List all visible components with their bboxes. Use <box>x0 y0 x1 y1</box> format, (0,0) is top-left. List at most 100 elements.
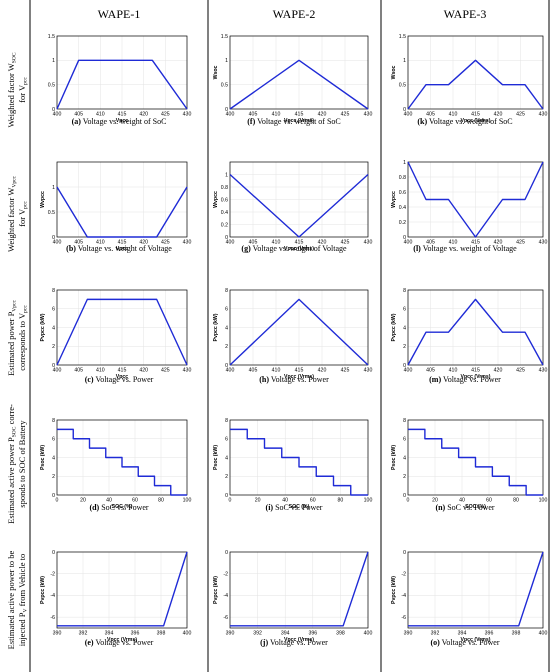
axes-box <box>407 35 544 110</box>
row-label-part: Estimated power P <box>6 311 16 375</box>
caption-text: SoC vs. Power <box>99 503 149 512</box>
chart-panel-h: 400 405 410 415 420 425 430 0 2 4 6 8 Vpcc (Vrms) Pvp… <box>213 288 372 384</box>
y-tick-label: 0 <box>225 493 228 499</box>
row-label-part: sponds to SOC of Battery <box>17 420 27 508</box>
y-tick-label: 0.4 <box>221 210 228 216</box>
y-tick-label: 1 <box>52 58 55 64</box>
y-tick-label: 0 <box>403 235 406 241</box>
caption-text: Voltage vs. weight of SoC <box>427 117 512 126</box>
axes-box <box>229 35 369 110</box>
x-tick-label: 415 <box>471 240 480 246</box>
y-tick-label: 6 <box>52 437 55 443</box>
row-label-part: for V <box>17 208 27 227</box>
caption-letter: (e) <box>85 638 94 647</box>
x-tick-label: 80 <box>158 498 164 504</box>
y-tick-label: 4 <box>225 325 228 331</box>
caption-text: Voltage vs. weight of Voltage <box>251 244 347 253</box>
y-axis-label: Psoc (kW) <box>391 445 397 470</box>
caption-h: (h) Voltage vs. Power <box>259 375 329 384</box>
caption-j: (j) Voltage vs. Power <box>260 638 328 647</box>
chart-panel-k: 400 405 410 415 420 425 430 0 0.5 1 1.5 Vpcc (Vrms)… <box>391 34 547 126</box>
x-axis-label: Vpcc <box>116 246 129 252</box>
series-line-l <box>407 161 544 238</box>
x-tick-label: 425 <box>161 368 170 374</box>
x-tick-label: 420 <box>494 368 503 374</box>
x-tick-label: 420 <box>318 368 327 374</box>
y-tick-label: 0 <box>403 107 406 113</box>
series-line-g <box>229 173 369 238</box>
y-tick-label: -4 <box>223 593 228 599</box>
y-tick-label: 6 <box>403 307 406 313</box>
x-tick-label: 430 <box>364 368 373 374</box>
x-tick-label: 420 <box>139 112 148 118</box>
column-header-1: WAPE-1 <box>98 7 141 21</box>
y-axis-label: Pvpcc (kW) <box>213 576 219 604</box>
x-tick-label: 415 <box>118 240 127 246</box>
y-tick-label: 0.2 <box>399 220 406 226</box>
row-label-part: SOC <box>12 52 18 63</box>
x-axis-label: Vpcc (Vrms) <box>461 118 491 124</box>
y-tick-label: 0 <box>403 363 406 369</box>
row-label-part: pcc <box>23 305 29 313</box>
caption-text: Voltage vs. weight of Voltage <box>76 244 172 253</box>
caption-text: SoC vs. Power <box>273 503 323 512</box>
caption-letter: (f) <box>247 117 255 126</box>
x-axis-label: Vpcc (Vrms) <box>284 374 314 380</box>
x-tick-label: 394 <box>281 631 290 637</box>
y-tick-label: 1 <box>403 160 406 166</box>
series-line-i <box>230 428 368 496</box>
y-axis-label: Pvpcc (kW) <box>40 313 46 341</box>
x-tick-label: 80 <box>513 498 519 504</box>
caption-text: Voltage vs. weight of Voltage <box>421 244 517 253</box>
y-tick-label: 4 <box>52 455 55 461</box>
y-tick-label: 1 <box>225 58 228 64</box>
y-axis-label: Pvpcc (kW) <box>40 576 46 604</box>
axes-box <box>229 289 369 366</box>
x-tick-label: 0 <box>229 498 232 504</box>
caption-text: Voltage vs. Power <box>269 375 329 384</box>
y-tick-label: 2 <box>225 474 228 480</box>
x-tick-label: 398 <box>336 631 345 637</box>
x-tick-label: 430 <box>364 112 373 118</box>
x-tick-label: 415 <box>118 112 127 118</box>
x-tick-label: 420 <box>318 112 327 118</box>
x-tick-label: 420 <box>139 368 148 374</box>
x-tick-label: 410 <box>96 368 105 374</box>
caption-letter: (o) <box>430 638 440 647</box>
caption-text: Voltage vs. Power <box>441 375 501 384</box>
x-tick-label: 425 <box>161 240 170 246</box>
y-tick-label: 2 <box>403 344 406 350</box>
x-tick-label: 405 <box>426 112 435 118</box>
y-tick-label: 0.6 <box>221 197 228 203</box>
y-axis-label: Wsoc <box>213 65 219 79</box>
y-axis-label: Wsoc <box>391 65 397 79</box>
y-tick-label: 8 <box>52 288 55 294</box>
x-tick-label: 405 <box>249 368 258 374</box>
y-axis-label: Pvpcc (kW) <box>391 313 397 341</box>
x-axis-label: SOC (%) <box>465 504 486 510</box>
y-tick-label: 6 <box>52 307 55 313</box>
y-tick-label: 4 <box>403 455 406 461</box>
x-tick-label: 0 <box>56 498 59 504</box>
x-tick-label: 400 <box>364 631 373 637</box>
x-tick-label: 400 <box>226 368 235 374</box>
axes-box <box>407 419 544 496</box>
chart-panel-f: 400 405 410 415 420 425 430 0 0.5 1 1.5 Vpcc (Vrms)… <box>213 34 372 126</box>
x-tick-label: 40 <box>106 498 112 504</box>
x-tick-label: 400 <box>404 368 413 374</box>
x-tick-label: 415 <box>471 112 480 118</box>
caption-letter: (i) <box>266 503 274 512</box>
caption-b: (b) Voltage vs. weight of Voltage <box>66 244 172 253</box>
caption-letter: (h) <box>259 375 269 384</box>
y-tick-label: 0.8 <box>221 185 228 191</box>
y-tick-label: 6 <box>403 437 406 443</box>
y-tick-label: 1 <box>52 185 55 191</box>
series-line-o <box>408 551 544 627</box>
x-tick-label: 394 <box>105 631 114 637</box>
row-label-part: Estimated active power P <box>6 437 16 524</box>
series-line-n <box>408 428 543 496</box>
series-line-c <box>56 298 188 366</box>
y-tick-label: 4 <box>225 455 228 461</box>
chart-panel-l: 400 405 410 415 420 425 430 0 0.2 0.4 0.6 0.8 1 Wvpcc… <box>391 160 547 253</box>
